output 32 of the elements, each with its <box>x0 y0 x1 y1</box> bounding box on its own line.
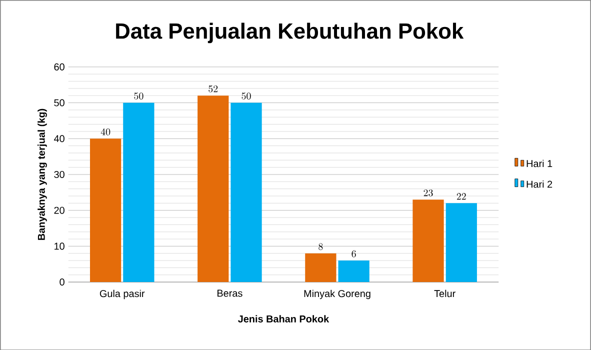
x-tick-label: Telur <box>434 290 456 297</box>
legend-label: Hari 2 <box>526 180 552 188</box>
data-label: 40 <box>100 128 110 136</box>
bar <box>230 102 262 282</box>
legend-label: Hari 1 <box>526 160 552 167</box>
x-tick-label: Gula pasir <box>100 290 145 299</box>
x-axis-title: Jenis Bahan Pokok <box>238 314 330 322</box>
x-tick-label: Beras <box>218 290 242 297</box>
data-label: 22 <box>456 192 466 200</box>
y-tick-label: 60 <box>54 63 64 70</box>
bar <box>412 199 444 282</box>
chart-title: Data Penjualan Kebutuhan Pokok <box>116 22 464 43</box>
y-tick-label: 0 <box>60 278 64 286</box>
data-label: 50 <box>134 92 144 100</box>
bar <box>123 102 154 282</box>
x-tick-label: Minyak Goreng <box>304 290 370 299</box>
bar <box>305 253 336 282</box>
y-tick-label: 30 <box>54 170 64 178</box>
bar <box>446 202 477 282</box>
bar <box>338 260 370 282</box>
y-axis-title: Banyaknya yang terjual (kg) <box>38 108 47 240</box>
y-tick-label: 40 <box>54 134 64 142</box>
data-label: 8 <box>318 243 323 250</box>
data-label: 23 <box>424 189 433 196</box>
y-tick-label: 50 <box>54 99 64 106</box>
data-label: 50 <box>242 92 251 100</box>
data-label: 52 <box>208 85 218 92</box>
data-label: 6 <box>352 250 356 258</box>
bar <box>198 95 229 282</box>
bar <box>90 138 122 282</box>
y-tick-label: 10 <box>54 242 64 250</box>
y-tick-label: 20 <box>54 206 64 214</box>
